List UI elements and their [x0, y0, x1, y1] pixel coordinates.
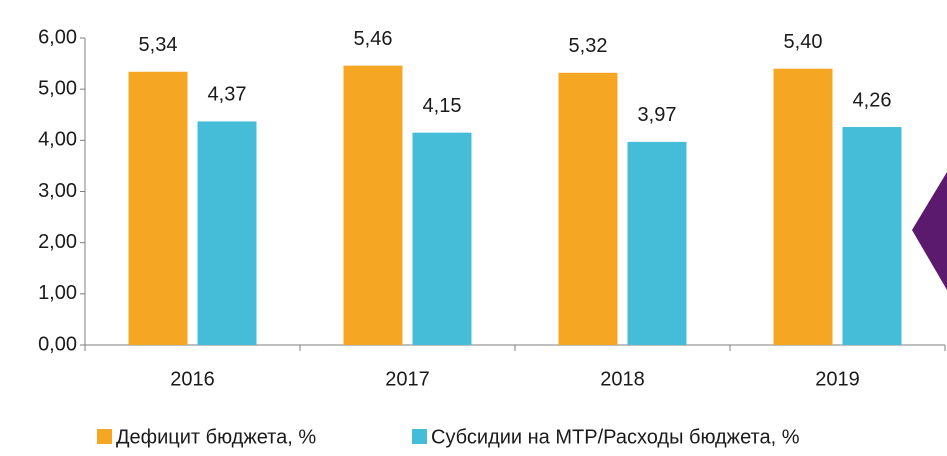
y-tick-label: 0,00 [38, 333, 77, 355]
bar [343, 65, 403, 345]
x-tick-label: 2016 [170, 368, 215, 390]
bar [128, 71, 188, 346]
legend-label: Дефицит бюджета, % [116, 426, 316, 448]
bar [558, 72, 618, 345]
value-label: 4,26 [853, 89, 892, 111]
y-tick-label: 4,00 [38, 129, 77, 151]
y-tick-label: 5,00 [38, 77, 77, 99]
x-tick-label: 2017 [385, 368, 430, 390]
y-tick-label: 6,00 [38, 26, 77, 48]
x-tick-label: 2019 [815, 368, 860, 390]
x-tick-label: 2018 [600, 368, 645, 390]
bar [412, 132, 472, 345]
value-label: 5,46 [354, 28, 393, 50]
legend-swatch [97, 429, 112, 444]
bar [197, 121, 257, 345]
legend-swatch [412, 429, 427, 444]
y-tick-label: 1,00 [38, 282, 77, 304]
y-tick-label: 2,00 [38, 231, 77, 253]
bar [842, 127, 902, 345]
value-label: 5,34 [139, 34, 178, 56]
value-label: 5,40 [784, 31, 823, 53]
value-label: 4,37 [208, 84, 247, 106]
value-label: 3,97 [638, 104, 677, 126]
bar [627, 141, 687, 345]
value-label: 5,32 [569, 35, 608, 57]
y-tick-label: 3,00 [38, 180, 77, 202]
decor-shape [912, 172, 947, 290]
value-label: 4,15 [423, 95, 462, 117]
legend-label: Субсидии на МТР/Расходы бюджета, % [431, 426, 800, 448]
bar [773, 68, 833, 345]
